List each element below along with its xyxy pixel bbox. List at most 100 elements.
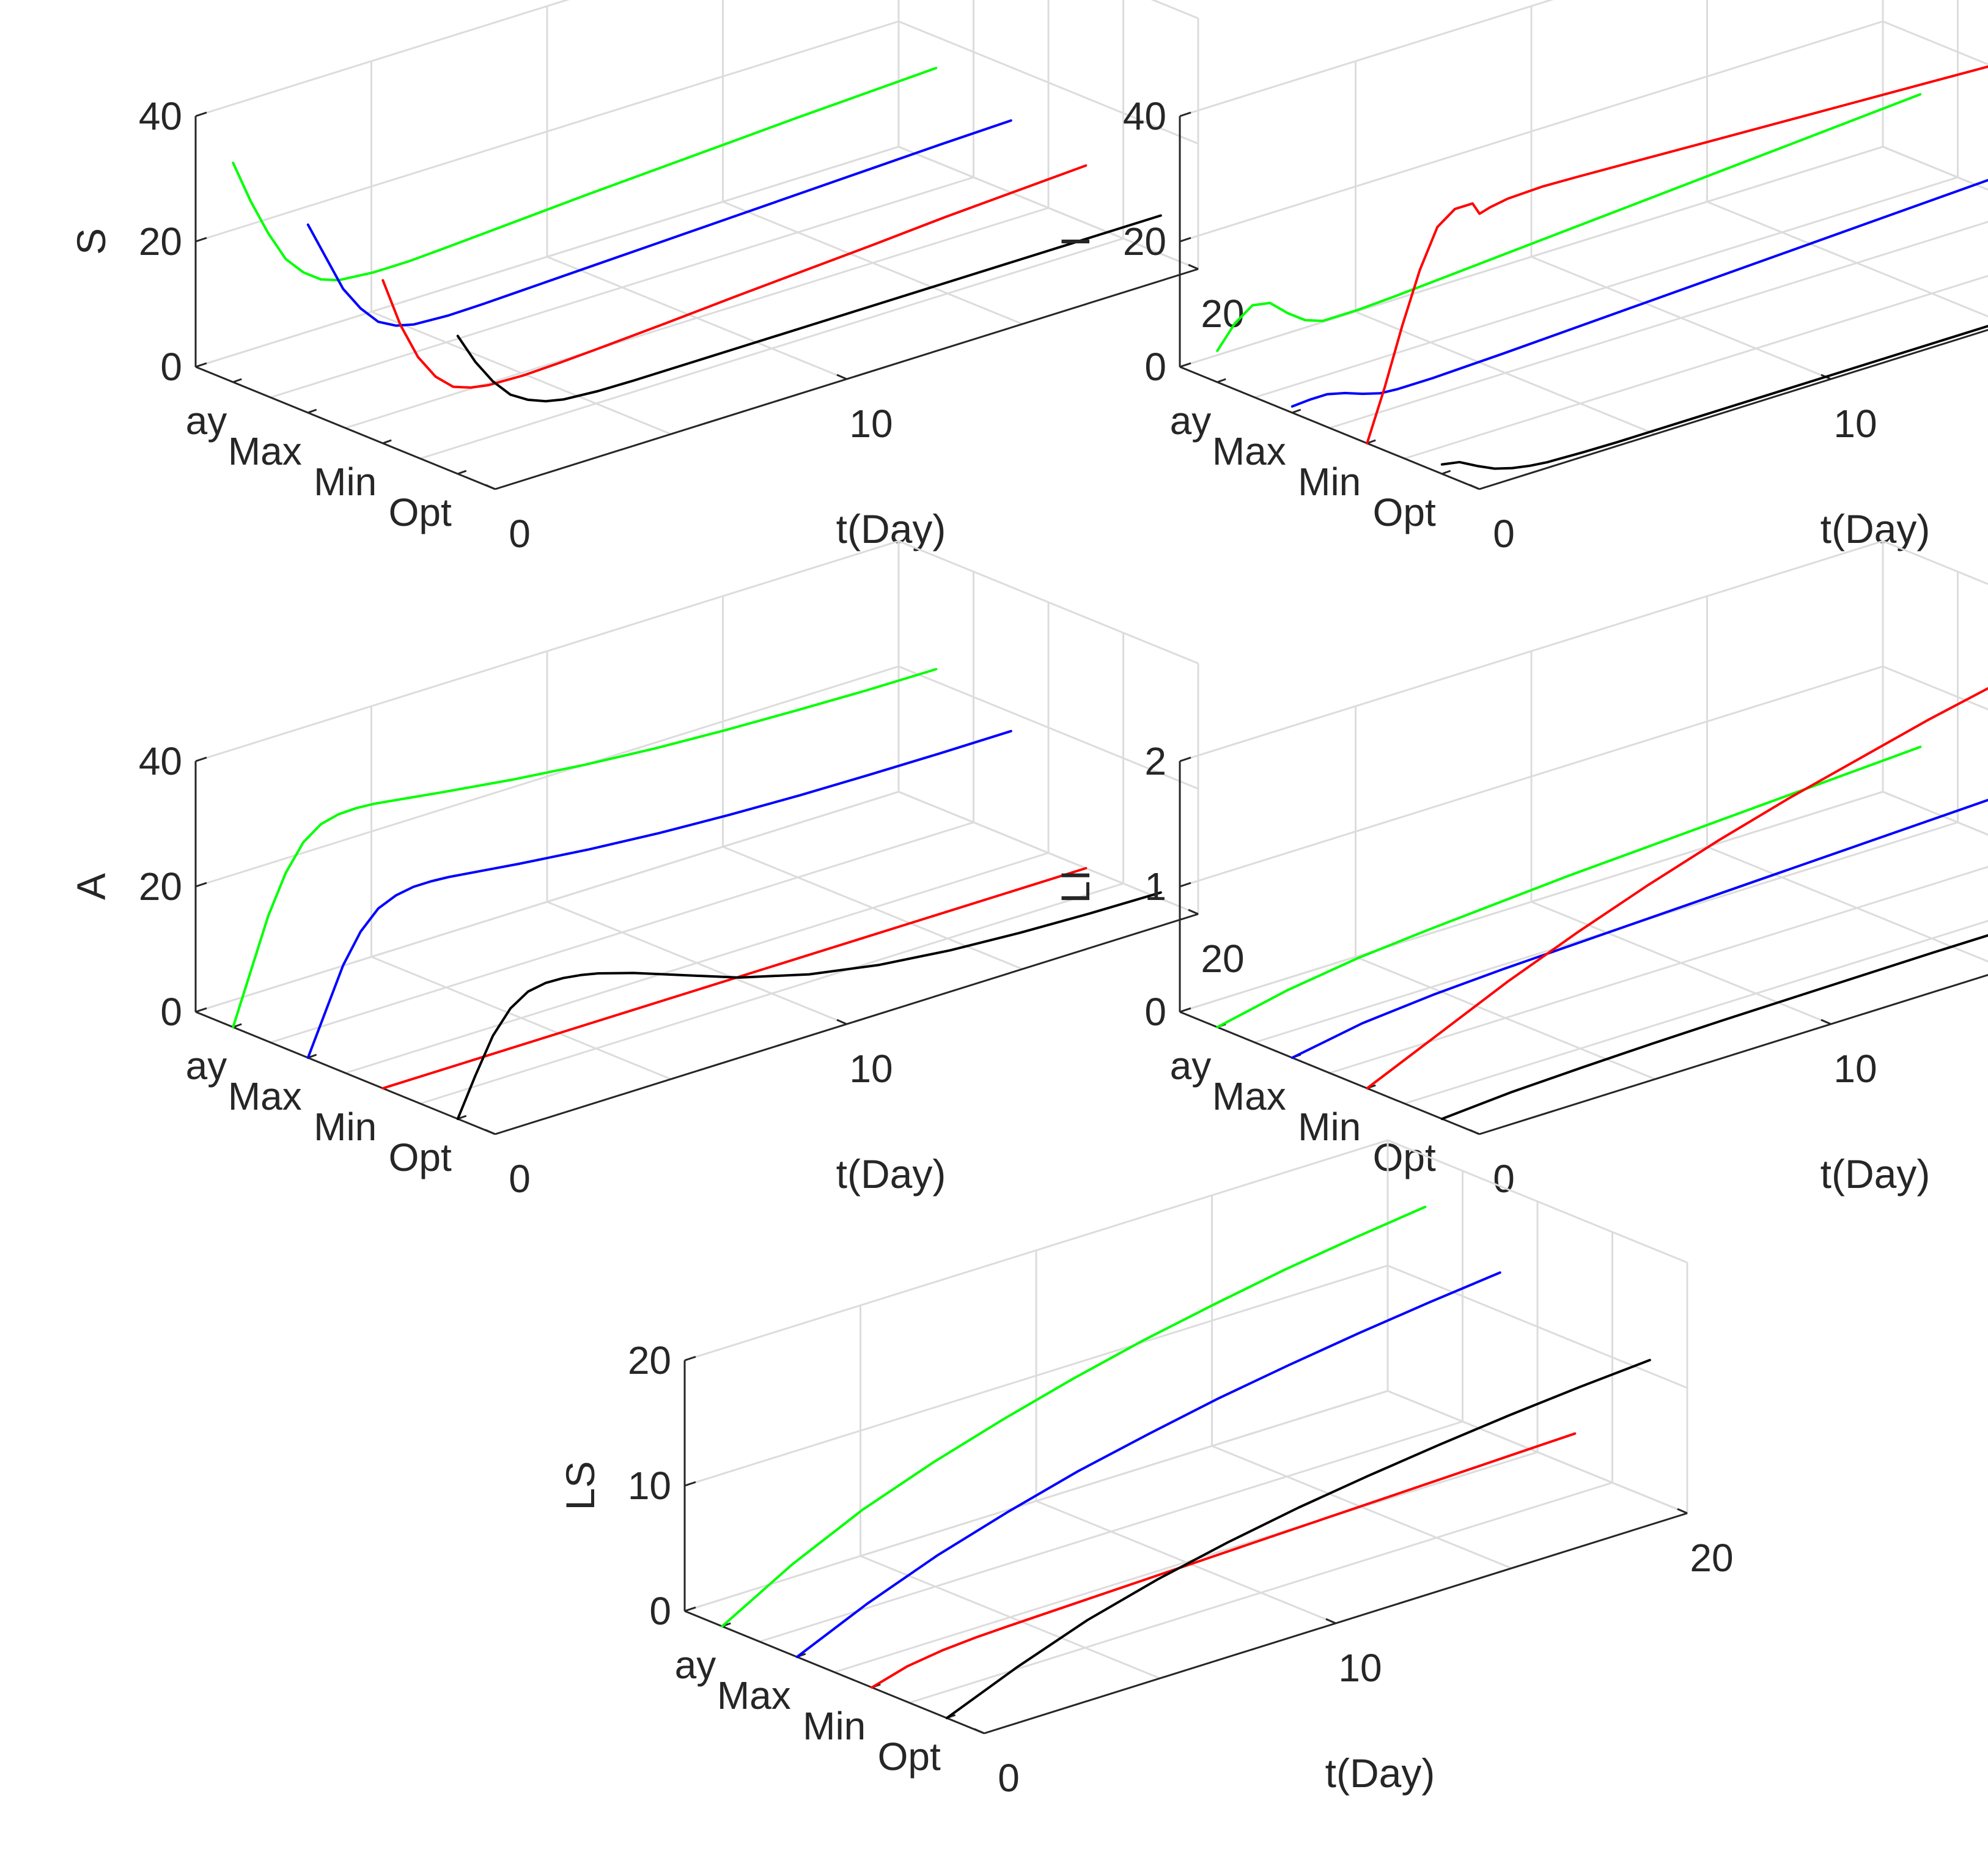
x-tick: [836, 374, 847, 380]
category-tick: [1441, 470, 1451, 475]
z-tick-label: 2: [1144, 739, 1166, 783]
gridline-c: [420, 0, 1124, 460]
x-tick-label: 20: [1201, 292, 1244, 336]
category-label: Opt: [1373, 1135, 1436, 1179]
gridline-t: [1706, 0, 1988, 318]
gridline-c: [195, 0, 900, 368]
gridline-z: [1179, 146, 1988, 368]
category-label: Min: [1298, 1105, 1361, 1149]
z-tick-label: 20: [628, 1338, 671, 1382]
gridline-z: [195, 0, 1199, 117]
category-label: Opt: [389, 1135, 452, 1179]
category-label: Max: [1212, 429, 1286, 473]
x-tick: [974, 1728, 985, 1735]
gridline-t: [722, 596, 1023, 970]
category-tick: [232, 378, 242, 383]
z-tick: [195, 111, 207, 117]
z-tick: [195, 1007, 207, 1013]
z-tick-label: 40: [139, 94, 182, 138]
series-line-ay: [232, 668, 938, 1028]
category-label: Min: [1298, 460, 1361, 504]
z-tick-label: 40: [1123, 94, 1166, 138]
category-label: Opt: [1373, 490, 1436, 534]
x-tick: [1325, 1618, 1336, 1624]
z-tick-label: 0: [1144, 990, 1166, 1034]
category-label: ay: [675, 1643, 716, 1687]
series-line-max: [306, 119, 1012, 327]
gridline-c: [1479, 328, 1988, 490]
category-axis-line: [1179, 366, 1480, 490]
z-tick-label: 1: [1144, 865, 1166, 909]
z-tick-label: 0: [1144, 345, 1166, 389]
series-line-opt: [945, 1359, 1651, 1719]
series-line-opt: [456, 891, 1162, 1120]
z-tick: [195, 882, 207, 888]
x-tick-label: 0: [1493, 512, 1515, 556]
series-line-opt: [456, 214, 1162, 403]
gridline-c: [195, 541, 900, 1013]
z-tick-label: 0: [160, 345, 182, 389]
series-line-max: [795, 1271, 1501, 1658]
x-tick: [485, 1129, 496, 1135]
x-tick-label: 20: [1690, 1536, 1733, 1580]
z-tick-label: 40: [139, 739, 182, 783]
series-line-min: [1366, 687, 1988, 1090]
z-tick: [1179, 362, 1191, 368]
x-tick-label: 10: [849, 1047, 893, 1091]
x-axis-label: t(Day): [1820, 506, 1931, 551]
category-axis-line: [195, 1011, 496, 1135]
series-line-ay: [232, 67, 938, 282]
category-axis-line: [1179, 1011, 1480, 1135]
gridline-t: [1882, 541, 1988, 836]
category-label: Opt: [389, 490, 452, 534]
z-axis-label: LI: [1053, 869, 1098, 903]
gridline-z: [1179, 0, 1554, 117]
series-line-min: [1366, 65, 1988, 444]
gridline-t: [1211, 1195, 1512, 1569]
category-tick: [1217, 378, 1226, 383]
series-line-max: [1290, 179, 1988, 408]
gridline-t: [370, 61, 672, 435]
category-tick: [307, 408, 317, 414]
x-tick: [836, 1019, 847, 1025]
z-tick-label: 20: [139, 865, 182, 909]
gridline-c: [1479, 973, 1988, 1135]
z-tick-label: 20: [139, 219, 182, 264]
gridline-c: [1329, 221, 1988, 429]
category-tick: [382, 439, 392, 444]
gridline-t: [1706, 596, 1988, 963]
gridline-z: [1179, 791, 1988, 1013]
z-tick: [195, 756, 207, 762]
gridline-t: [546, 651, 847, 1025]
gridline-c: [909, 1232, 1613, 1704]
gridline-t: [1882, 0, 1988, 191]
x-axis-label: t(Day): [836, 1151, 946, 1197]
category-label: Max: [228, 429, 302, 473]
category-label: Max: [717, 1673, 791, 1717]
z-tick: [1179, 237, 1191, 243]
gridline-c: [420, 633, 1124, 1105]
z-tick-label: 0: [649, 1589, 671, 1633]
z-tick-label: 20: [1123, 219, 1166, 264]
gridline-t: [1035, 1250, 1336, 1624]
z-axis-label: A: [68, 873, 114, 900]
z-tick: [684, 1355, 696, 1362]
series-line-max: [306, 729, 1012, 1059]
category-label: ay: [186, 399, 227, 443]
z-tick-label: 0: [160, 990, 182, 1034]
category-label: Min: [803, 1704, 866, 1748]
x-axis-label: t(Day): [1325, 1750, 1435, 1796]
category-label: Max: [228, 1074, 302, 1118]
z-tick-label: 10: [628, 1464, 671, 1508]
series-line-opt: [1440, 325, 1988, 470]
gridline-t: [1355, 706, 1656, 1080]
category-label: Min: [314, 460, 377, 504]
x-tick: [1677, 1508, 1688, 1514]
z-axis-label: S: [68, 228, 114, 255]
z-tick: [1179, 1007, 1191, 1013]
gridline-t: [1530, 651, 1832, 1025]
gridline-c: [1404, 920, 1988, 1105]
